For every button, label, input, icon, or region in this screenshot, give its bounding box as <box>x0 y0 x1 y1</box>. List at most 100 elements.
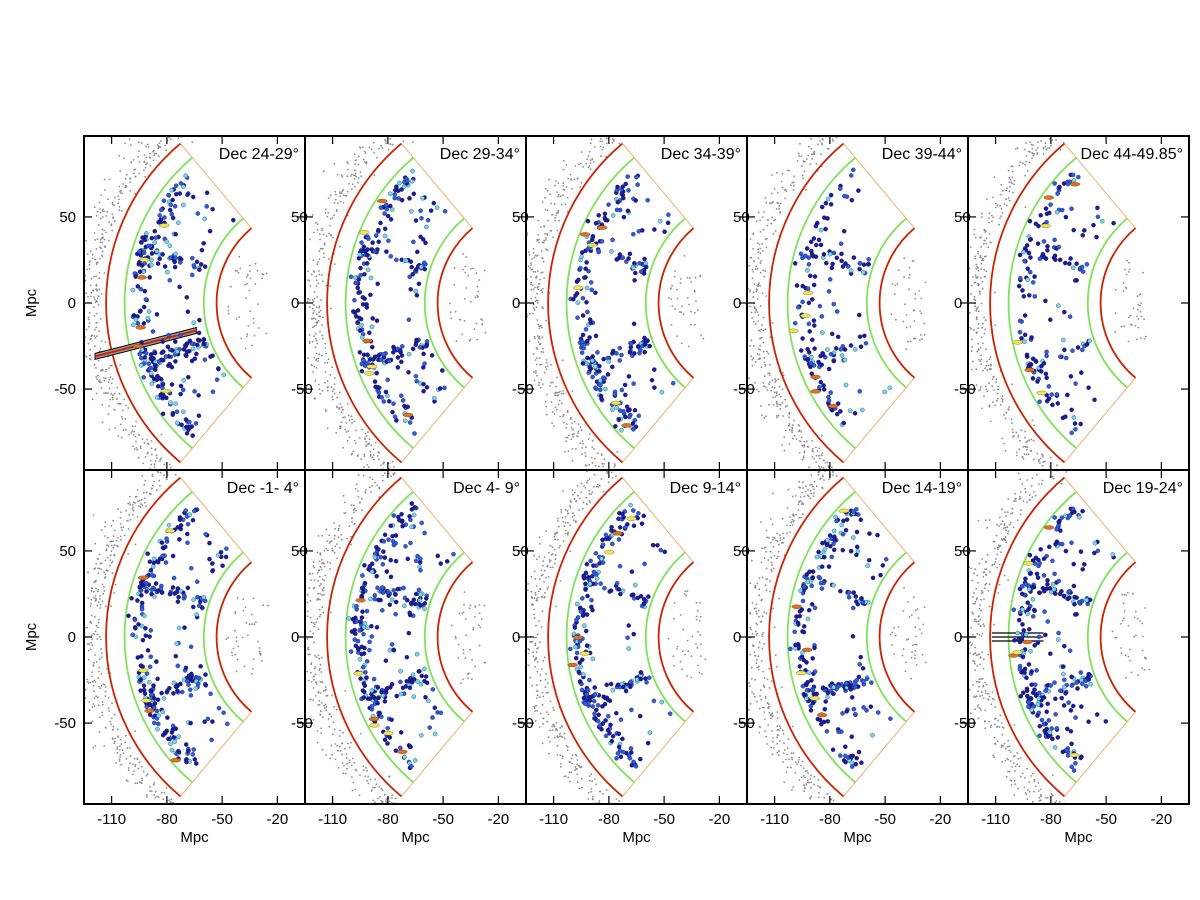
background-point <box>357 181 359 184</box>
galaxy-point <box>387 358 392 364</box>
background-point <box>976 308 978 311</box>
background-point <box>769 336 772 339</box>
background-point <box>343 501 346 504</box>
galaxy-point <box>170 585 176 590</box>
galaxy-point <box>587 365 592 370</box>
galaxy-point <box>610 237 615 243</box>
galaxy-point <box>413 558 419 564</box>
background-point <box>318 250 321 253</box>
background-point <box>582 442 584 445</box>
background-point <box>803 440 806 443</box>
background-point <box>631 479 633 481</box>
background-point <box>601 462 604 465</box>
galaxy-point <box>838 241 844 246</box>
background-point <box>76 310 78 312</box>
background-point <box>419 118 421 120</box>
galaxy-point <box>146 361 151 366</box>
galaxy-point <box>842 347 848 352</box>
galaxy-point <box>636 413 642 419</box>
background-point <box>904 303 906 306</box>
background-point <box>322 589 324 592</box>
background-point <box>145 505 148 507</box>
background-point <box>194 124 196 126</box>
galaxy-point <box>189 565 194 571</box>
background-point <box>345 422 348 424</box>
background-point <box>188 127 190 129</box>
background-point <box>104 690 107 693</box>
galaxy-point <box>188 644 194 650</box>
background-point <box>342 731 344 734</box>
background-point <box>761 250 764 252</box>
background-point <box>353 169 356 172</box>
background-point <box>761 216 764 218</box>
background-point <box>235 318 238 320</box>
background-point <box>553 413 556 415</box>
background-point <box>767 352 770 355</box>
galaxy-point <box>1044 349 1049 355</box>
background-point <box>76 314 78 316</box>
background-point <box>749 289 751 291</box>
background-point <box>329 374 332 376</box>
galaxy-point <box>1027 237 1033 242</box>
background-point <box>328 232 331 235</box>
background-point <box>94 630 97 633</box>
background-point <box>336 173 339 176</box>
background-point <box>1069 123 1071 125</box>
background-point <box>980 216 983 219</box>
background-point <box>338 407 341 410</box>
galaxy-point <box>432 395 437 401</box>
galaxy-point <box>186 748 191 754</box>
galaxy-point <box>153 367 158 372</box>
background-point <box>923 322 926 325</box>
background-point <box>181 483 183 485</box>
background-point <box>854 482 856 484</box>
galaxy-point <box>843 382 849 388</box>
background-point <box>798 440 801 442</box>
background-point <box>1067 473 1069 475</box>
background-point <box>588 463 591 466</box>
background-point <box>326 694 329 697</box>
galaxy-point <box>210 389 216 395</box>
background-point <box>803 170 806 173</box>
background-point <box>341 409 344 411</box>
background-point <box>784 405 787 408</box>
galaxy-point <box>1075 345 1081 350</box>
galaxy-point <box>375 281 380 287</box>
background-point <box>92 684 95 687</box>
background-point <box>1041 464 1044 467</box>
background-point <box>99 347 102 350</box>
background-point <box>105 231 107 234</box>
background-point <box>593 448 595 450</box>
galaxy-point <box>589 287 594 293</box>
background-point <box>763 275 766 278</box>
background-point <box>321 588 324 590</box>
background-point <box>363 453 366 456</box>
background-point <box>344 772 347 775</box>
background-point <box>678 311 681 313</box>
background-point <box>92 633 95 635</box>
background-point <box>541 201 544 203</box>
background-point <box>122 183 124 185</box>
background-point <box>117 435 120 437</box>
galaxy-point <box>172 591 177 596</box>
background-point <box>680 342 683 345</box>
background-point <box>160 457 163 460</box>
background-point <box>599 145 602 148</box>
galaxy-point <box>154 395 160 400</box>
background-point <box>111 203 114 206</box>
background-point <box>534 359 537 361</box>
background-point <box>771 379 774 382</box>
background-point <box>101 711 104 714</box>
background-point <box>623 482 625 484</box>
background-point <box>820 454 823 456</box>
background-point <box>100 638 102 641</box>
background-point <box>530 275 532 278</box>
galaxy-point <box>838 409 843 414</box>
galaxy-point <box>834 411 840 417</box>
background-point <box>145 774 148 777</box>
background-point <box>342 772 345 775</box>
galaxy-point <box>626 374 632 379</box>
background-point <box>798 430 801 432</box>
background-point <box>1073 115 1075 117</box>
background-point <box>463 591 466 593</box>
